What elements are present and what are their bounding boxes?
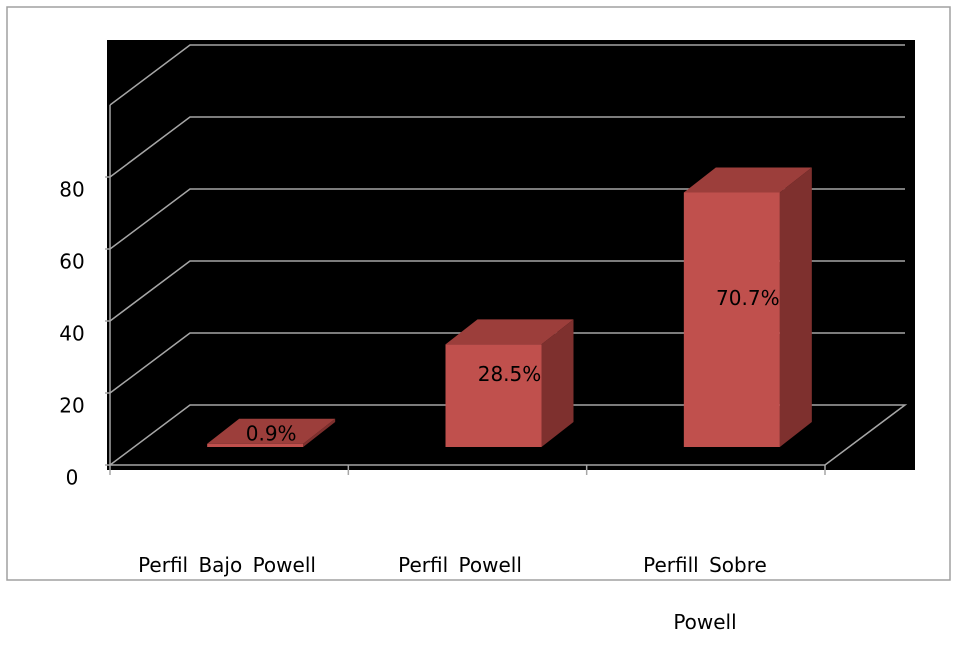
grid-line [109, 332, 905, 394]
bar-top [207, 418, 336, 444]
y-tick-label: 60 [59, 250, 84, 274]
x-tick-label: Perfil Powell [398, 553, 522, 577]
plot-top [109, 44, 905, 106]
x-tick-label: Perfill Sobre Powell [643, 553, 767, 634]
chart-frame [6, 6, 951, 581]
bar [445, 344, 542, 447]
chart: 0 20 40 60 80 0.9% 28.5% 70.7% [6, 6, 951, 581]
bar-top [445, 319, 574, 345]
grid-line [109, 188, 905, 250]
value-label: 28.5% [478, 362, 542, 386]
bar-side [303, 418, 336, 447]
x-tick-label: Perfil Bajo Powell [138, 553, 316, 577]
page: {"chart_data": {"type": "bar3d", "catego… [6, 6, 951, 634]
value-label: 0.9% [246, 422, 297, 446]
grid-line [109, 260, 905, 322]
value-label: 70.7% [716, 286, 780, 310]
y-tick-label: 80 [59, 178, 84, 202]
y-tick-label: 40 [59, 322, 84, 346]
grid-line [109, 116, 905, 178]
y-tick-label: 20 [59, 394, 84, 418]
bar [683, 192, 780, 447]
bar [207, 443, 304, 447]
bar-side [779, 167, 812, 448]
bar-side [541, 319, 574, 447]
bar-top [683, 167, 812, 193]
y-tick-label: 0 [66, 466, 79, 490]
